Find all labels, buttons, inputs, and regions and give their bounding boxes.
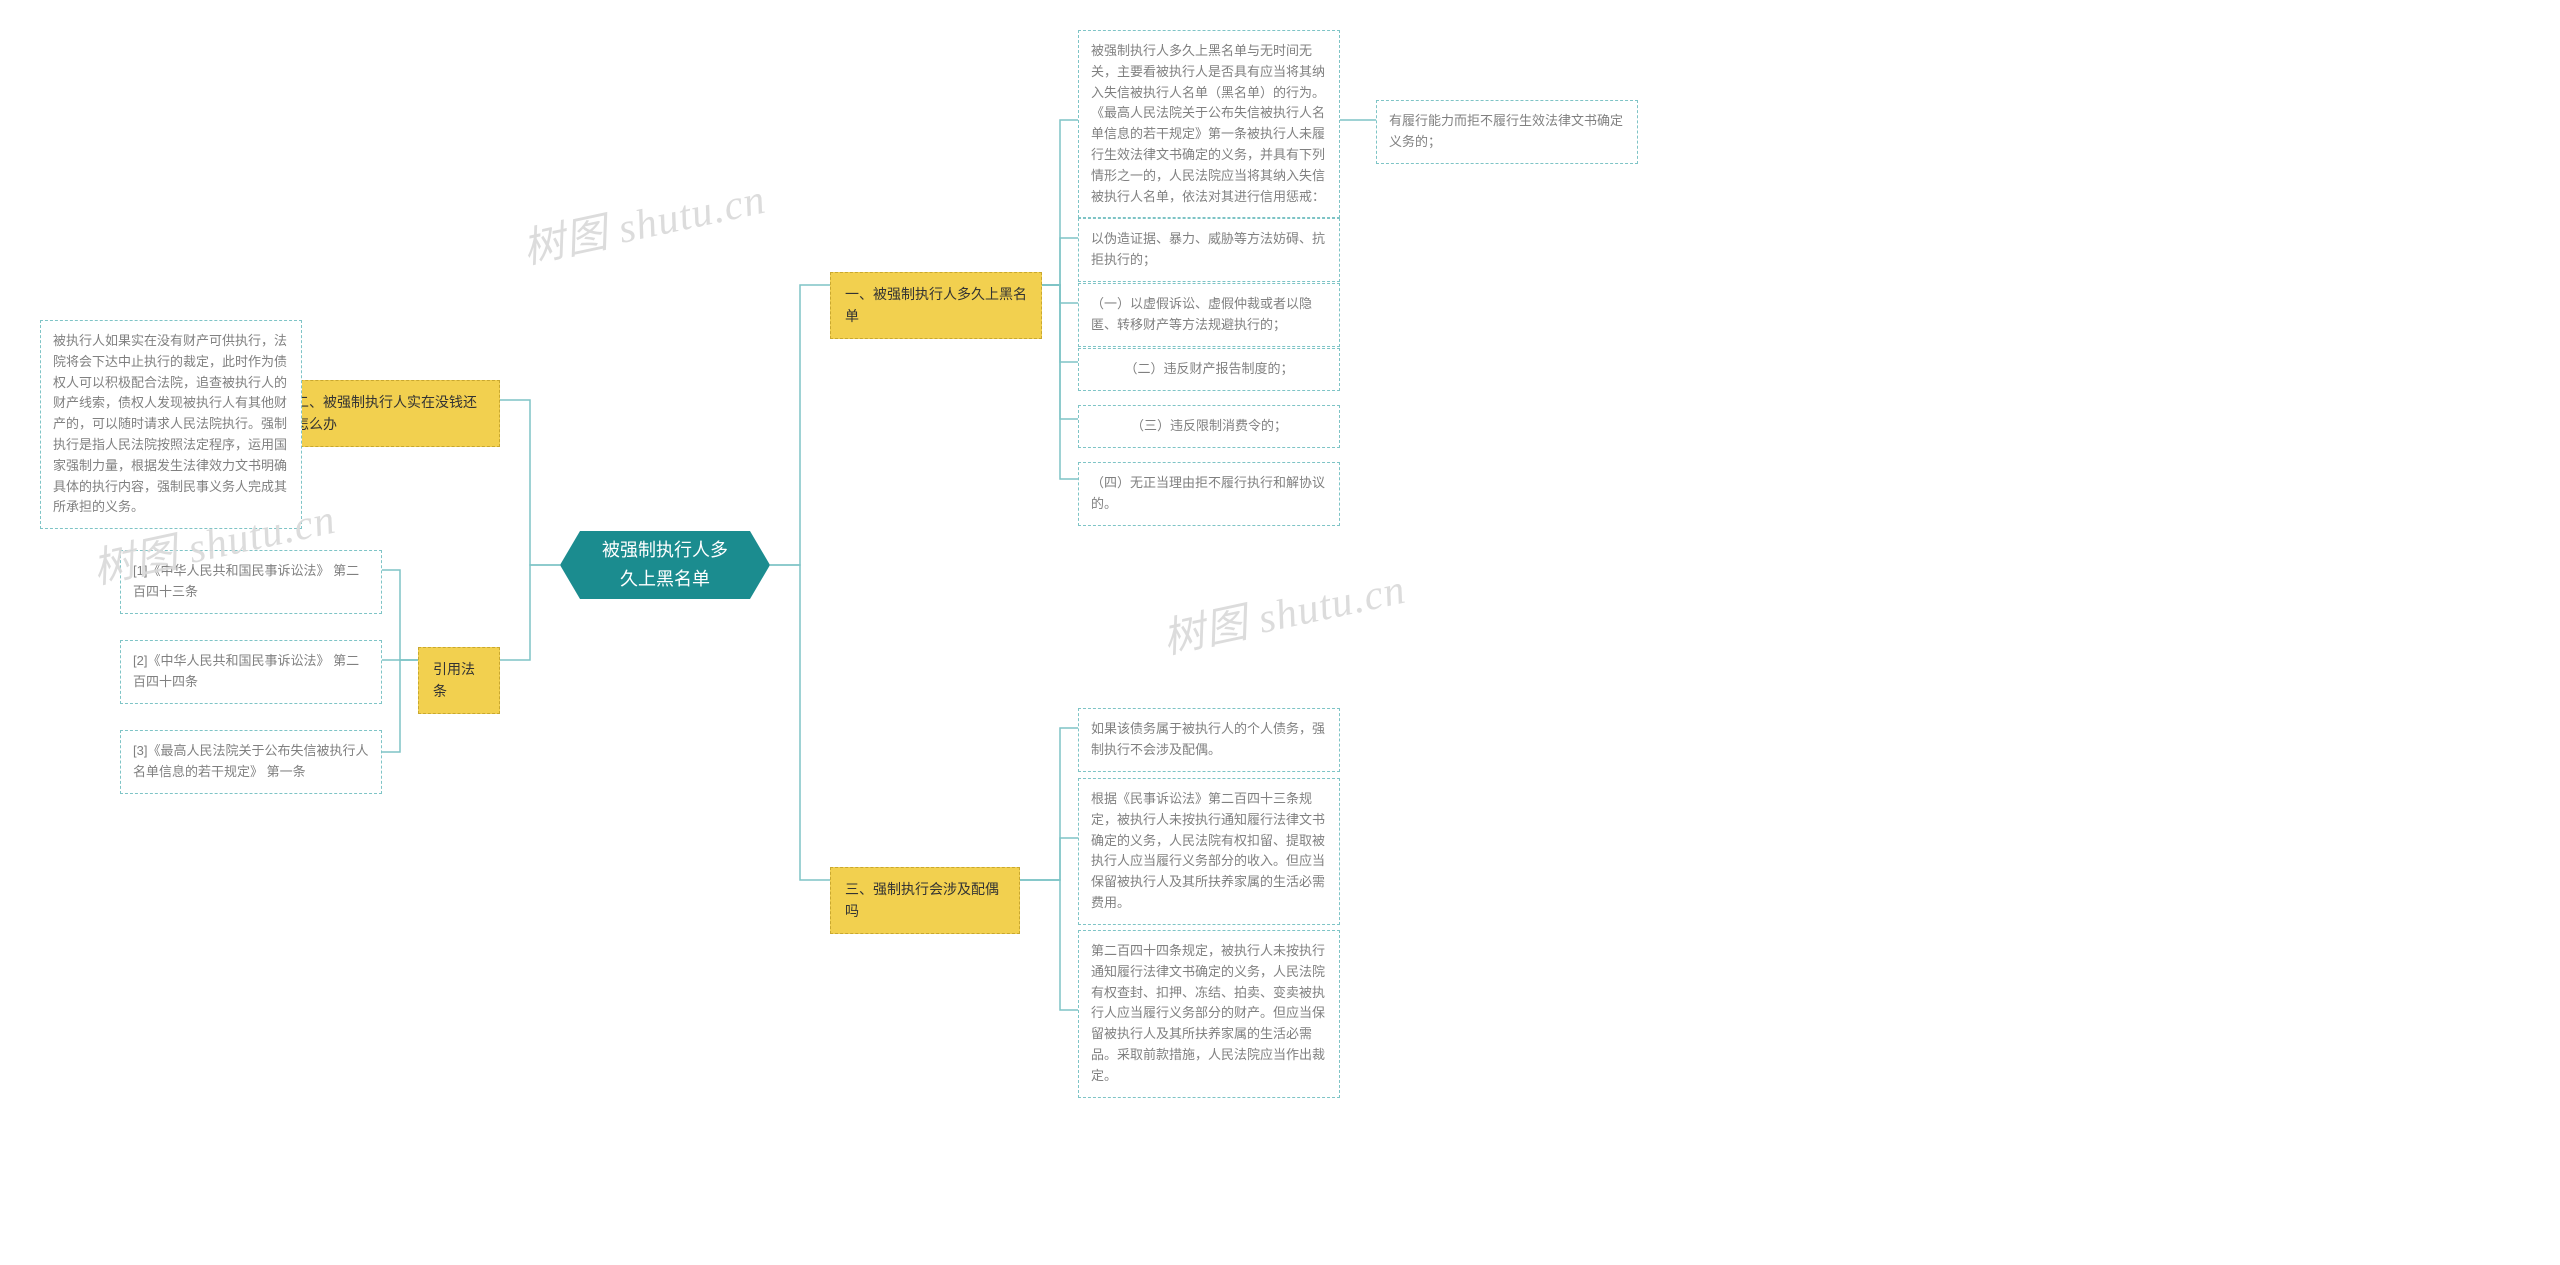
leaf-b1-4-text: （三）违反限制消费令的； — [1131, 416, 1287, 437]
leaf-b1-2-text: （一）以虚假诉讼、虚假仲裁或者以隐匿、转移财产等方法规避执行的； — [1091, 294, 1327, 336]
leaf-b4-1: [2]《中华人民共和国民事诉讼法》 第二百四十四条 — [120, 640, 382, 704]
leaf-b2-1-text: 根据《民事诉讼法》第二百四十三条规定，被执行人未按执行通知履行法律文书确定的义务… — [1091, 789, 1327, 914]
watermark-3: 树图 shutu.cn — [1156, 555, 1410, 666]
leaf-b2-2-text: 第二百四十四条规定，被执行人未按执行通知履行法律文书确定的义务，人民法院有权查封… — [1091, 941, 1327, 1087]
branch-3-label: 三、强制执行会涉及配偶吗 — [845, 878, 1005, 923]
leaf-b1-sub: 有履行能力而拒不履行生效法律文书确定义务的； — [1376, 100, 1638, 164]
leaf-b4-0: [1]《中华人民共和国民事诉讼法》 第二百四十三条 — [120, 550, 382, 614]
leaf-b1-1: 以伪造证据、暴力、威胁等方法妨碍、抗拒执行的； — [1078, 218, 1340, 282]
leaf-b3-0: 被执行人如果实在没有财产可供执行，法院将会下达中止执行的裁定，此时作为债权人可以… — [40, 320, 302, 529]
watermark-2: 树图 shutu.cn — [516, 165, 770, 276]
leaf-b1-1-text: 以伪造证据、暴力、威胁等方法妨碍、抗拒执行的； — [1091, 229, 1327, 271]
branch-section-1: 一、被强制执行人多久上黑名单 — [830, 272, 1042, 339]
leaf-b2-1: 根据《民事诉讼法》第二百四十三条规定，被执行人未按执行通知履行法律文书确定的义务… — [1078, 778, 1340, 925]
leaf-b4-1-text: [2]《中华人民共和国民事诉讼法》 第二百四十四条 — [133, 651, 369, 693]
leaf-b1-0: 被强制执行人多久上黑名单与无时间无关，主要看被执行人是否具有应当将其纳入失信被执… — [1078, 30, 1340, 218]
branch-2-label: 二、被强制执行人实在没钱还怎么办 — [295, 391, 485, 436]
leaf-b4-0-text: [1]《中华人民共和国民事诉讼法》 第二百四十三条 — [133, 561, 369, 603]
leaf-b4-2: [3]《最高人民法院关于公布失信被执行人名单信息的若干规定》 第一条 — [120, 730, 382, 794]
branch-1-label: 一、被强制执行人多久上黑名单 — [845, 283, 1027, 328]
leaf-b4-2-text: [3]《最高人民法院关于公布失信被执行人名单信息的若干规定》 第一条 — [133, 741, 369, 783]
leaf-b2-0-text: 如果该债务属于被执行人的个人债务，强制执行不会涉及配偶。 — [1091, 719, 1327, 761]
branch-ref-label: 引用法条 — [433, 658, 485, 703]
leaf-b2-2: 第二百四十四条规定，被执行人未按执行通知履行法律文书确定的义务，人民法院有权查封… — [1078, 930, 1340, 1098]
leaf-b1-3: （二）违反财产报告制度的； — [1078, 348, 1340, 391]
leaf-b1-2: （一）以虚假诉讼、虚假仲裁或者以隐匿、转移财产等方法规避执行的； — [1078, 283, 1340, 347]
leaf-b1-0-text: 被强制执行人多久上黑名单与无时间无关，主要看被执行人是否具有应当将其纳入失信被执… — [1091, 41, 1327, 207]
leaf-b1-sub-text: 有履行能力而拒不履行生效法律文书确定义务的； — [1389, 111, 1625, 153]
root-label: 被强制执行人多久上黑名单 — [600, 536, 730, 594]
leaf-b1-3-text: （二）违反财产报告制度的； — [1124, 359, 1293, 380]
leaf-b1-5-text: （四）无正当理由拒不履行执行和解协议的。 — [1091, 473, 1327, 515]
leaf-b1-5: （四）无正当理由拒不履行执行和解协议的。 — [1078, 462, 1340, 526]
leaf-b1-4: （三）违反限制消费令的； — [1078, 405, 1340, 448]
branch-section-3: 三、强制执行会涉及配偶吗 — [830, 867, 1020, 934]
leaf-b2-0: 如果该债务属于被执行人的个人债务，强制执行不会涉及配偶。 — [1078, 708, 1340, 772]
branch-section-2: 二、被强制执行人实在没钱还怎么办 — [280, 380, 500, 447]
leaf-b3-0-text: 被执行人如果实在没有财产可供执行，法院将会下达中止执行的裁定，此时作为债权人可以… — [53, 331, 289, 518]
root-node: 被强制执行人多久上黑名单 — [580, 531, 750, 599]
branch-references: 引用法条 — [418, 647, 500, 714]
